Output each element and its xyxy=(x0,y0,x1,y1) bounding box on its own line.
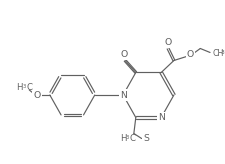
Text: S: S xyxy=(144,134,149,143)
Text: C: C xyxy=(130,134,136,143)
Text: C: C xyxy=(26,82,32,92)
Text: H: H xyxy=(17,82,23,92)
Text: N: N xyxy=(120,91,126,100)
Text: 3: 3 xyxy=(22,83,26,89)
Text: 3: 3 xyxy=(221,50,225,55)
Text: O: O xyxy=(120,50,128,59)
Text: N: N xyxy=(158,113,165,122)
Text: 3: 3 xyxy=(126,135,129,140)
Text: O: O xyxy=(34,91,41,100)
Text: H: H xyxy=(120,134,127,143)
Text: CH: CH xyxy=(212,49,223,58)
Text: O: O xyxy=(187,50,194,59)
Text: O: O xyxy=(164,38,172,47)
